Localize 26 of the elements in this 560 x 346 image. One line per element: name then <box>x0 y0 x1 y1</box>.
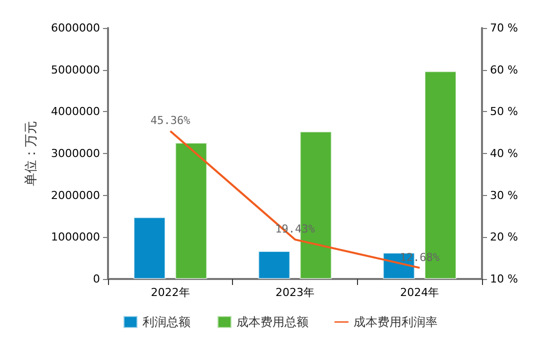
x-tick-label: 2024年 <box>400 286 440 299</box>
x-tick-label: 2022年 <box>150 286 190 299</box>
y-tick-label: 1000000 <box>51 230 100 244</box>
y2-tick-label: 50 % <box>490 105 518 118</box>
y2-tick-label: 10 % <box>490 272 518 286</box>
y2-tick-label: 20 % <box>490 230 518 244</box>
bar <box>134 217 166 279</box>
y-axis-title: 单位：万元 <box>24 121 39 186</box>
y-tick-label: 3000000 <box>51 147 100 160</box>
legend-label: 利润总额 <box>142 315 190 329</box>
bar <box>258 250 290 279</box>
legend-label: 成本费用总额 <box>236 315 308 329</box>
y2-tick-label: 40 % <box>490 147 518 160</box>
y-tick-label: 4000000 <box>51 105 100 118</box>
bar <box>175 142 208 279</box>
legend-label: 成本费用利润率 <box>354 315 438 329</box>
x-tick-label: 2023年 <box>276 286 314 299</box>
y-tick-label: 6000000 <box>51 22 100 34</box>
y-tick-label: 2000000 <box>51 188 100 202</box>
y-tick-label: 5000000 <box>51 63 100 76</box>
data-label: 45.36% <box>150 114 191 128</box>
y2-tick-label: 30 % <box>490 188 518 202</box>
y-tick-label: 0 <box>93 272 100 286</box>
y2-tick-label: 70 % <box>490 22 518 34</box>
data-label: 12.68% <box>400 250 440 264</box>
y2-tick-label: 60 % <box>490 63 518 76</box>
